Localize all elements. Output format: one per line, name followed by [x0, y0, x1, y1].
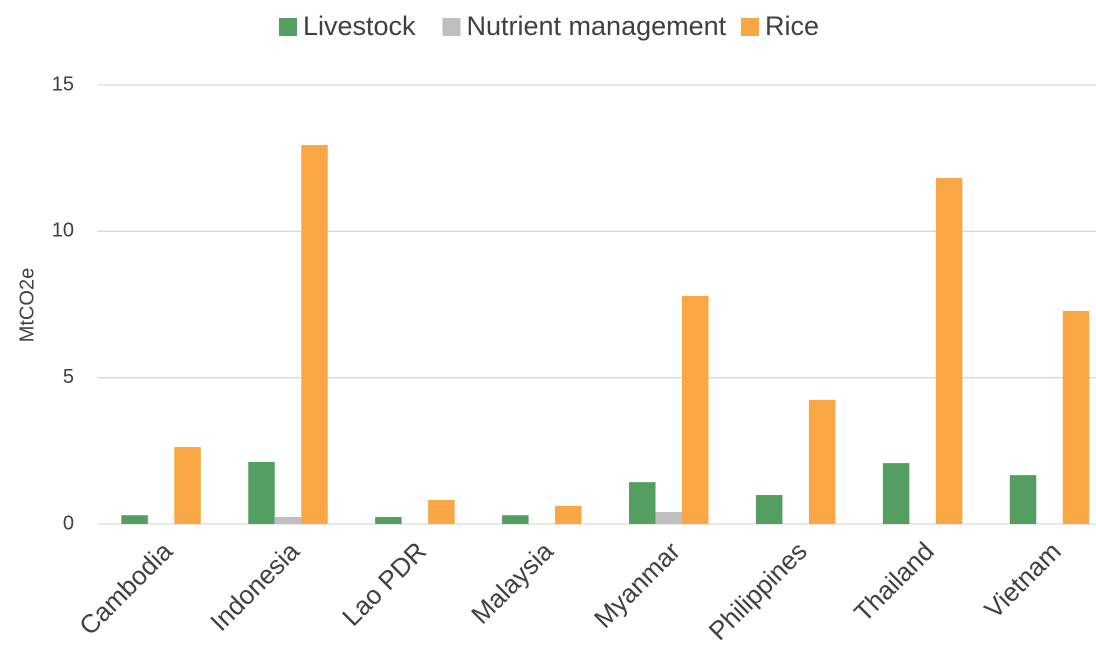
y-tick-label: 5	[63, 366, 74, 388]
bar	[1062, 310, 1090, 524]
bar	[174, 447, 201, 524]
bar	[655, 512, 683, 524]
bar	[121, 515, 148, 524]
y-tick-label: 10	[52, 220, 74, 242]
bar	[428, 500, 455, 524]
legend-label: Rice	[765, 11, 819, 41]
bar	[555, 505, 582, 524]
y-tick-label: 15	[52, 73, 74, 95]
y-tick-label: 0	[63, 512, 74, 534]
bar	[935, 178, 963, 524]
x-tick-label: Philippines	[703, 536, 813, 646]
bar	[248, 461, 275, 524]
bar	[301, 144, 328, 524]
legend-swatch	[442, 18, 461, 36]
bar	[808, 399, 836, 524]
bar	[629, 482, 656, 524]
legend-swatch	[741, 18, 759, 36]
x-tick-label: Lao PDR	[336, 536, 432, 632]
y-axis-label: MtCO2e	[16, 268, 38, 342]
x-tick-label: Thailand	[848, 536, 940, 628]
bar	[882, 463, 910, 524]
legend-swatch	[279, 18, 297, 36]
bar	[274, 516, 302, 524]
x-tick-label: Malaysia	[465, 536, 559, 630]
x-tick-label: Vietnam	[978, 536, 1066, 624]
bar	[1009, 475, 1037, 524]
bar	[755, 495, 783, 524]
bar	[375, 516, 402, 524]
x-tick-label: Cambodia	[73, 536, 178, 641]
x-tick-label: Myanmar	[588, 536, 686, 634]
bar	[502, 515, 529, 524]
bar	[682, 296, 709, 524]
x-tick-label: Indonesia	[204, 536, 305, 637]
legend-label: Livestock	[303, 11, 416, 41]
legend-label: Nutrient management	[467, 11, 727, 41]
